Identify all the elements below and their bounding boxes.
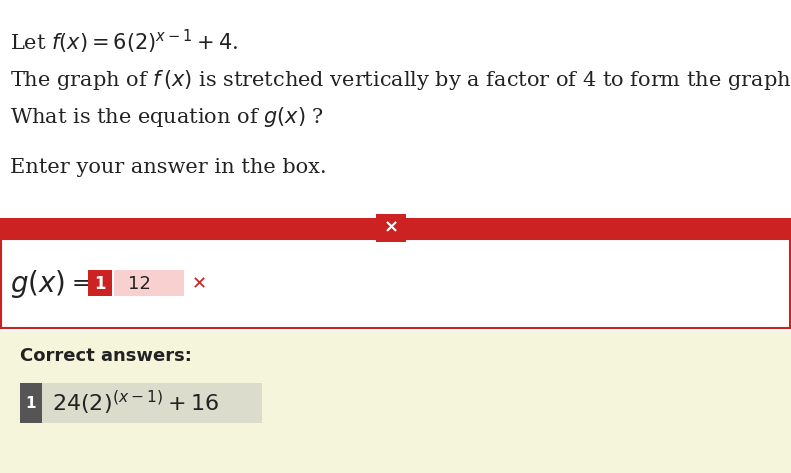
Text: ×: × bbox=[384, 218, 399, 236]
Bar bbox=[0, 218, 791, 240]
Bar bbox=[0, 331, 791, 473]
Text: 1: 1 bbox=[94, 275, 106, 293]
Text: $24(2)^{(x-1)} + 16$: $24(2)^{(x-1)} + 16$ bbox=[52, 389, 219, 417]
Text: 12: 12 bbox=[128, 275, 151, 293]
Text: Enter your answer in the box.: Enter your answer in the box. bbox=[10, 158, 327, 177]
Text: $g(x)$: $g(x)$ bbox=[10, 268, 65, 300]
Bar bbox=[376, 214, 406, 242]
Text: ✕: ✕ bbox=[192, 275, 207, 293]
Text: Correct answers:: Correct answers: bbox=[20, 347, 192, 365]
Text: Let $f(x) = 6(2)^{x-1} + 4$.: Let $f(x) = 6(2)^{x-1} + 4$. bbox=[10, 28, 238, 56]
Bar bbox=[1, 239, 790, 328]
Text: =: = bbox=[72, 273, 91, 295]
Bar bbox=[20, 383, 42, 423]
Bar bbox=[0, 239, 791, 329]
Text: What is the equation of $g(x)$ ?: What is the equation of $g(x)$ ? bbox=[10, 105, 324, 129]
Bar bbox=[88, 270, 112, 296]
Text: 1: 1 bbox=[26, 395, 36, 411]
Bar bbox=[42, 383, 262, 423]
Bar bbox=[114, 270, 184, 296]
Text: The graph of $f\,(x)$ is stretched vertically by a factor of 4 to form the graph: The graph of $f\,(x)$ is stretched verti… bbox=[10, 68, 791, 92]
